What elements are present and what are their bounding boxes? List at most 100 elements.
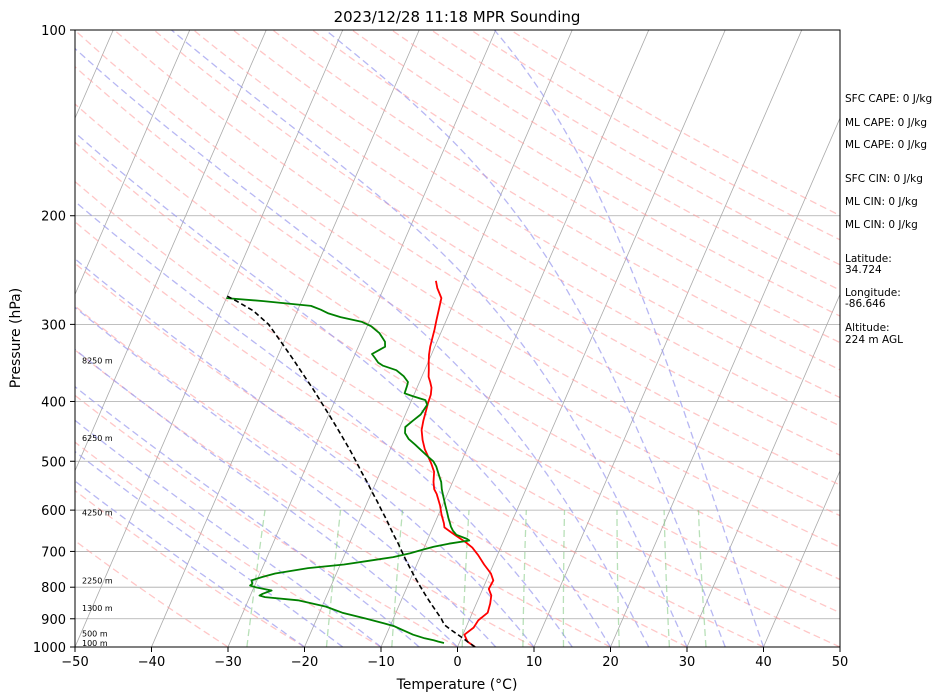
height-label: 4250 m [82, 508, 113, 517]
y-tick-label: 600 [41, 504, 66, 519]
x-axis-label: Temperature (°C) [396, 677, 518, 693]
dry-adiabat [75, 221, 764, 647]
x-tick-label: 20 [602, 655, 619, 670]
dry-adiabat [75, 349, 535, 647]
ml-cape-text-2: ML CAPE: 0 J/kg [845, 139, 927, 151]
dry-adiabat [75, 489, 305, 647]
moist-adiabat [75, 419, 382, 647]
longitude-value: -86.646 [845, 298, 886, 310]
y-tick-label: 900 [41, 613, 66, 628]
y-tick-label: 300 [41, 318, 66, 333]
isotherm-line [380, 30, 650, 647]
plot-frame [74, 29, 841, 648]
dry-adiabat [312, 30, 840, 344]
moist-adiabat [493, 30, 765, 647]
stats-panel: SFC CAPE: 0 J/kg ML CAPE: 0 J/kg ML CAPE… [845, 93, 932, 346]
grid-layer [75, 30, 840, 647]
isotherm-line [75, 30, 191, 296]
mixing-ratio-line [391, 510, 404, 647]
x-tick-label: 50 [832, 655, 849, 670]
moist-adiabat [75, 200, 573, 647]
isotherm-line [227, 30, 497, 647]
dry-adiabat [153, 30, 840, 456]
height-label: 500 m [82, 629, 108, 638]
moist-adiabat [75, 131, 612, 647]
mixing-ratio-line [562, 510, 566, 647]
x-tick-label: 0 [453, 655, 461, 670]
dewpoint-profile [226, 297, 471, 644]
dry-adiabat [75, 30, 840, 517]
isotherm-line [610, 117, 840, 647]
dry-adiabat [430, 30, 840, 266]
dry-adiabat [75, 65, 840, 548]
temperature-profile [420, 280, 495, 647]
mixing-ratio-line [325, 510, 342, 647]
dry-adiabat [75, 305, 611, 647]
isotherm-line [686, 293, 840, 647]
dry-adiabat [75, 394, 458, 647]
dry-adiabat [75, 180, 840, 647]
mixing-ratio-line [461, 510, 470, 647]
dry-adiabat [75, 441, 382, 647]
y-tick-label: 100 [41, 24, 66, 39]
isotherm-line [75, 30, 344, 647]
height-label: 1300 m [82, 604, 113, 613]
dry-adiabat [75, 539, 229, 647]
moist-adiabat [75, 385, 420, 647]
y-axis-ticks: 1000 900 800 700 600 500 400 300 200 100 [33, 24, 75, 656]
ml-cin-text: ML CIN: 0 J/kg [845, 196, 918, 208]
x-axis-ticks: −50 −40 −30 −20 −10 0 10 20 30 40 50 [61, 647, 848, 670]
altitude-label: Altitude: [845, 322, 890, 334]
y-tick-label: 1000 [33, 641, 66, 656]
chart-title: 2023/12/28 11:18 MPR Sounding [334, 8, 581, 26]
mixing-ratio-line [522, 510, 527, 647]
x-tick-label: 10 [526, 655, 543, 670]
longitude-label: Longitude: [845, 287, 901, 299]
height-label: 8250 m [82, 356, 113, 365]
moist-adiabat [75, 47, 650, 647]
y-tick-label: 200 [41, 210, 66, 225]
y-tick-label: 800 [41, 581, 66, 596]
isotherm-line [533, 30, 803, 647]
y-axis-label: Pressure (hPa) [8, 288, 24, 388]
x-tick-label: 30 [679, 655, 696, 670]
x-tick-label: 40 [755, 655, 772, 670]
isotherm-line [457, 30, 726, 647]
latitude-value: 34.724 [845, 264, 882, 276]
isotherm-line [151, 30, 420, 647]
moist-adiabat [75, 348, 458, 647]
mixing-ratio-line [663, 510, 671, 647]
height-label: 2250 m [82, 576, 113, 585]
dry-adiabat [193, 30, 840, 427]
moist-adiabat [171, 30, 688, 647]
x-tick-label: −20 [291, 655, 318, 670]
dry-adiabat [272, 30, 840, 371]
moist-adiabat [325, 30, 726, 647]
ml-cape-text: ML CAPE: 0 J/kg [845, 117, 927, 129]
y-tick-label: 500 [41, 455, 66, 470]
x-tick-label: −50 [61, 655, 88, 670]
sfc-cin-text: SFC CIN: 0 J/kg [845, 173, 923, 185]
mixing-ratio-line [697, 510, 707, 647]
y-tick-label: 400 [41, 395, 66, 410]
isotherm-line [304, 30, 573, 647]
parcel-path [226, 295, 476, 647]
dry-adiabat [75, 103, 840, 581]
height-label: 100 m [82, 639, 108, 648]
isotherm-line [75, 30, 267, 472]
ml-cin-text-2: ML CIN: 0 J/kg [845, 219, 918, 231]
data-layer [226, 280, 495, 647]
height-label: 6250 m [82, 434, 113, 443]
dry-adiabat [75, 262, 688, 647]
x-tick-label: −30 [214, 655, 241, 670]
dry-adiabat [391, 30, 840, 291]
dry-adiabat [75, 141, 840, 614]
isotherm-line [763, 469, 840, 647]
altitude-value: 224 m AGL [845, 334, 903, 346]
y-tick-label: 700 [41, 545, 66, 560]
mixing-ratio-line [616, 510, 620, 647]
dry-adiabat [113, 30, 840, 486]
dry-adiabat [232, 30, 840, 399]
